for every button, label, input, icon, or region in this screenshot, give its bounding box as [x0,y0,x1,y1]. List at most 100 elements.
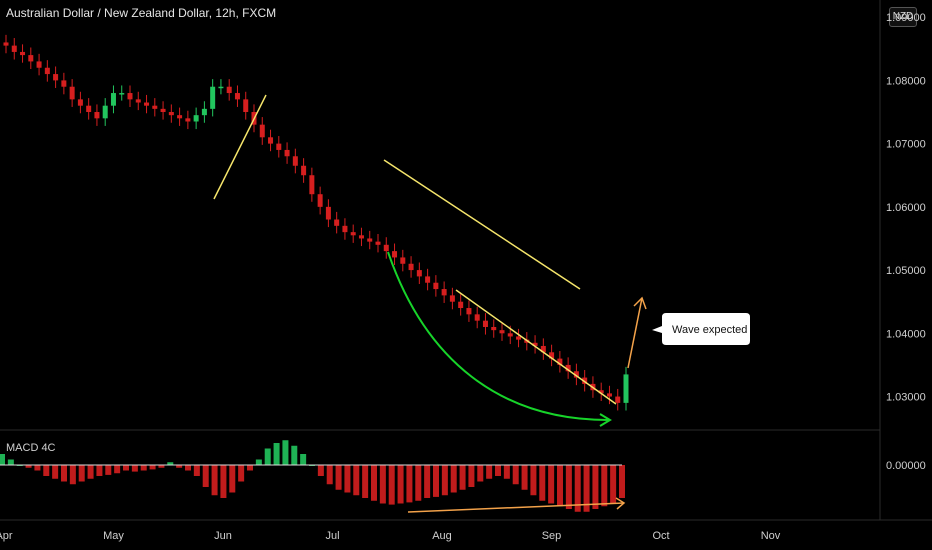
candle-body [408,263,414,271]
macd-bar [601,465,608,507]
x-tick-label: Nov [761,530,781,542]
macd-bar [539,465,546,501]
macd-bar [521,465,528,490]
macd-bar [291,445,298,465]
macd-bar [317,465,324,476]
candles [3,34,629,411]
candle-body [20,51,26,56]
candle-body [573,371,579,378]
candle-body [350,232,356,236]
candle-body [110,93,116,106]
macd-bar [415,465,422,501]
candle-body [375,241,381,245]
macd-bar [87,465,94,479]
y-tick-label: 1.06000 [886,202,926,214]
macd-bar [530,465,537,496]
macd-bar [512,465,519,485]
macd-bar [149,465,156,470]
macd-bar [34,465,41,471]
macd-bar [548,465,555,504]
macd-bar [238,465,245,482]
macd-bar [557,465,563,507]
macd-bar [176,465,183,468]
candle-body [218,86,224,89]
candle-body [441,289,447,296]
candle-body [325,206,331,220]
candle-body [160,108,166,113]
macd-bar [131,465,138,472]
candle-body [623,374,629,403]
macd-bar [69,465,76,485]
candle-body [234,93,240,100]
chart-title: Australian Dollar / New Zealand Dollar, … [6,6,277,20]
macd-bar [211,465,218,496]
macd-bar [583,465,590,512]
macd-bar [477,465,484,482]
candle-body [334,219,340,226]
macd-bar [300,454,307,465]
macd-bar [610,465,617,504]
candle-body [77,99,83,106]
candle-body [499,330,505,334]
candle-body [11,45,17,52]
x-tick-label: Apr [0,530,13,542]
macd-bar [371,465,377,501]
callout-text: Wave expected [672,324,747,336]
candle-body [606,393,612,397]
macd-bar [388,465,395,505]
candle-body [301,165,307,176]
macd-bar [441,465,448,496]
y-tick-label: 1.05000 [886,265,926,277]
candle-body [177,115,183,119]
macd-bar [592,465,599,509]
x-tick-label: Jun [214,530,232,542]
macd-bar [406,465,413,503]
macd-bar [158,465,165,468]
macd-label: MACD 4C [6,442,56,454]
macd-bar [193,465,200,476]
candle-body [94,112,100,119]
candle-body [565,364,571,372]
candle-body [259,124,265,138]
curve-arrowhead [599,413,612,427]
candle-body [383,244,389,252]
candle-body [44,67,50,75]
macd-bar [619,465,625,498]
macd-bar [424,465,431,498]
candle-body [201,108,207,116]
candle-body [61,80,67,87]
candle-body [433,282,439,290]
macd-bar [344,465,351,493]
macd-bar [468,465,475,487]
candle-body [119,93,125,95]
currency-badge[interactable]: NZD [889,7,917,27]
candle-body [474,314,480,321]
candle-body [276,143,282,150]
x-tick-label: Sep [542,530,562,542]
macd-divergence-line [407,502,625,513]
y-tick-label: 1.09000 [886,12,926,24]
macd-bar [565,465,572,509]
macd-bar [7,459,14,465]
y-tick-label: 1.04000 [886,328,926,340]
wave-arrow [627,297,643,369]
macd-bar [220,465,227,498]
candle-body [69,86,75,100]
y-tick-label: 1.07000 [886,139,926,151]
candle-body [358,235,364,239]
candle-body [28,55,34,62]
candle-body [185,118,191,122]
x-tick-label: Aug [432,530,452,542]
macd-bar [78,465,85,482]
macd-bar [167,462,174,465]
macd-zero-label: 0.00000 [886,460,926,472]
macd-bar [202,465,209,487]
candle-body [540,345,546,353]
candle-body [226,86,232,94]
macd-bar [247,465,253,471]
candle-body [284,149,290,157]
macd-bar [503,465,510,479]
candle-body [416,270,422,277]
macd-bar [326,465,333,485]
